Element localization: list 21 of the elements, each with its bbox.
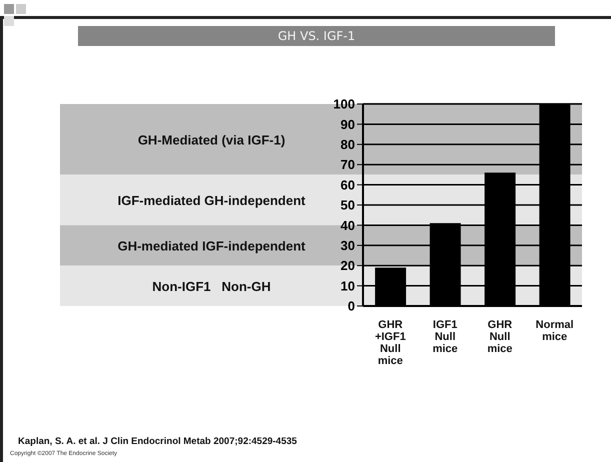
y-tick-label: 80 [340,137,355,152]
band-label: GH-mediated IGF-independent [118,238,306,254]
y-tick-label: 100 [333,96,355,112]
y-tick-label: 0 [348,298,355,314]
band-label: Non-IGF1 Non-GH [152,278,271,294]
y-tick-label: 60 [340,177,355,192]
x-tick-label: IGF1 Null mice [432,319,458,355]
text: Kaplan, S. A. et al. J Clin Endocrinol Metab 2007;92:4529-4535 [18,436,297,447]
y-tick-label: 20 [340,258,355,274]
chart-title: GH VS. IGF-1 [78,26,555,46]
y-tick-label: 50 [340,198,355,213]
x-tick-label: GHR Null mice [487,319,512,355]
y-tick-label: 40 [340,218,355,233]
band-label: GH-Mediated (via IGF-1) [138,132,286,148]
band-label: IGF-mediated GH-independent [118,192,306,208]
x-tick-label: Normal mice [536,319,574,343]
x-tick-label: GHR +IGF1 Null mice [374,319,406,367]
y-tick-label: 90 [340,116,355,132]
y-tick-label: 30 [340,238,355,254]
y-tick-label: 70 [340,157,355,172]
y-tick-label: 10 [340,278,355,294]
